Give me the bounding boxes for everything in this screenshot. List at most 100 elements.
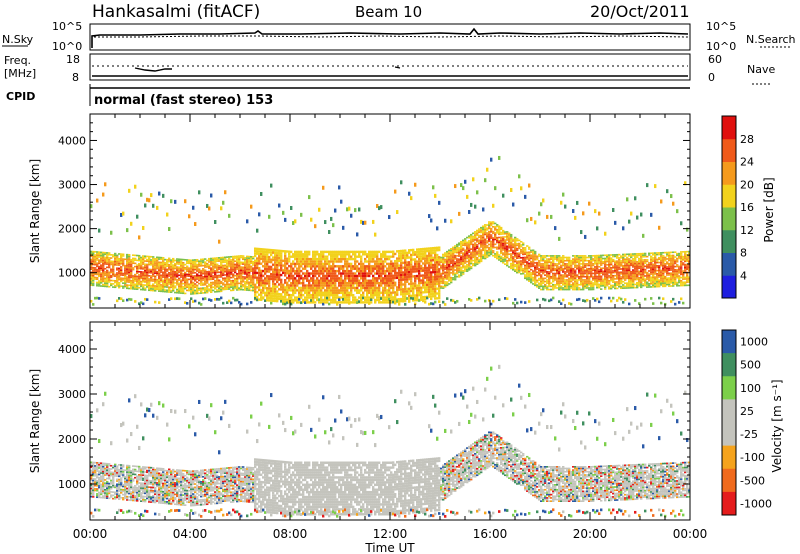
- power-cell: [474, 263, 477, 265]
- power-cell: [296, 250, 299, 254]
- power-cell: [102, 274, 105, 276]
- power-cell: [178, 271, 181, 273]
- power-cell: [546, 288, 549, 291]
- power-cell: [494, 254, 497, 257]
- power-cell: [502, 260, 505, 262]
- power-cell: [590, 271, 593, 273]
- power-cell: [158, 275, 161, 278]
- power-cell: [466, 255, 469, 258]
- power-cell: [184, 279, 187, 282]
- power-cell: [274, 292, 277, 295]
- power-cell: [434, 246, 437, 250]
- power-cell: [518, 244, 521, 246]
- power-cell: [340, 296, 343, 299]
- power-cell: [300, 293, 303, 297]
- power-cell: [152, 268, 155, 271]
- power-cell: [580, 258, 583, 260]
- power-cell: [102, 266, 105, 268]
- power-cell: [258, 281, 261, 284]
- power-cell: [524, 251, 527, 254]
- power-cell-far: [490, 157, 493, 162]
- power-cell: [408, 282, 411, 286]
- power-cell: [258, 274, 261, 277]
- power-cell: [220, 276, 223, 278]
- power-cell: [434, 280, 437, 283]
- power-cell: [102, 280, 105, 283]
- power-cell: [572, 282, 575, 284]
- power-cell: [542, 259, 545, 262]
- power-cell-near: [426, 296, 429, 300]
- power-cell: [284, 291, 287, 294]
- power-cell: [224, 267, 227, 270]
- power-cell: [256, 286, 259, 289]
- power-cell: [198, 265, 201, 267]
- power-cell: [514, 243, 517, 245]
- power-cell: [266, 296, 269, 300]
- power-cell: [546, 271, 549, 273]
- power-cell: [472, 253, 475, 255]
- power-cell-far: [128, 188, 131, 193]
- power-cell: [528, 270, 531, 273]
- power-cell: [480, 236, 483, 239]
- power-cell: [96, 254, 99, 257]
- power-cell-far: [152, 203, 155, 208]
- power-cell: [506, 231, 509, 233]
- power-cell-near: [202, 297, 205, 301]
- power-cell: [174, 285, 177, 287]
- power-cell-far: [250, 204, 253, 209]
- power-cell: [338, 250, 341, 254]
- power-cell-far: [438, 200, 441, 205]
- power-cell: [520, 266, 523, 269]
- power-cell: [566, 258, 569, 260]
- power-cell: [316, 291, 319, 294]
- power-cell: [202, 271, 205, 273]
- power-cell-near: [416, 298, 419, 302]
- power-cell: [428, 254, 431, 257]
- power-cell: [264, 286, 267, 290]
- power-cell: [362, 272, 365, 275]
- power-cell: [326, 293, 329, 297]
- power-cell: [218, 279, 221, 282]
- power-cell: [132, 257, 135, 260]
- power-cell: [552, 283, 555, 286]
- power-cell: [548, 259, 551, 262]
- power-cell: [392, 276, 395, 280]
- power-cell: [270, 253, 273, 257]
- power-cell: [246, 270, 249, 272]
- power-cell: [270, 287, 273, 290]
- power-cell: [388, 269, 391, 273]
- power-cell: [478, 234, 481, 237]
- power-cell: [286, 286, 289, 289]
- power-cell: [146, 274, 149, 277]
- power-cell: [312, 269, 315, 273]
- power-cell: [134, 275, 137, 278]
- power-cell: [432, 263, 435, 267]
- power-cell: [194, 275, 197, 277]
- power-cell-near: [226, 301, 229, 304]
- power-cell: [360, 269, 363, 273]
- power-cell: [298, 265, 301, 268]
- power-cell: [410, 265, 413, 269]
- power-cell: [416, 260, 419, 263]
- power-cell: [594, 261, 597, 263]
- power-cell: [580, 256, 583, 259]
- power-cell: [312, 253, 315, 256]
- power-cell: [138, 262, 141, 265]
- power-cell-far: [90, 204, 93, 209]
- power-cell: [404, 251, 407, 255]
- power-cell: [160, 274, 163, 277]
- power-cell-near: [504, 297, 507, 300]
- power-cell: [488, 251, 491, 254]
- power-cell: [338, 279, 341, 282]
- power-cell: [172, 257, 175, 260]
- power-cell: [404, 275, 407, 279]
- power-cell: [124, 272, 127, 275]
- power-cell: [474, 256, 477, 259]
- power-cell: [464, 244, 467, 247]
- power-cell: [446, 258, 449, 261]
- power-cell: [166, 283, 169, 285]
- power-cell: [130, 259, 133, 261]
- power-cell: [590, 256, 593, 259]
- power-cell: [594, 266, 597, 268]
- power-cell: [416, 265, 419, 268]
